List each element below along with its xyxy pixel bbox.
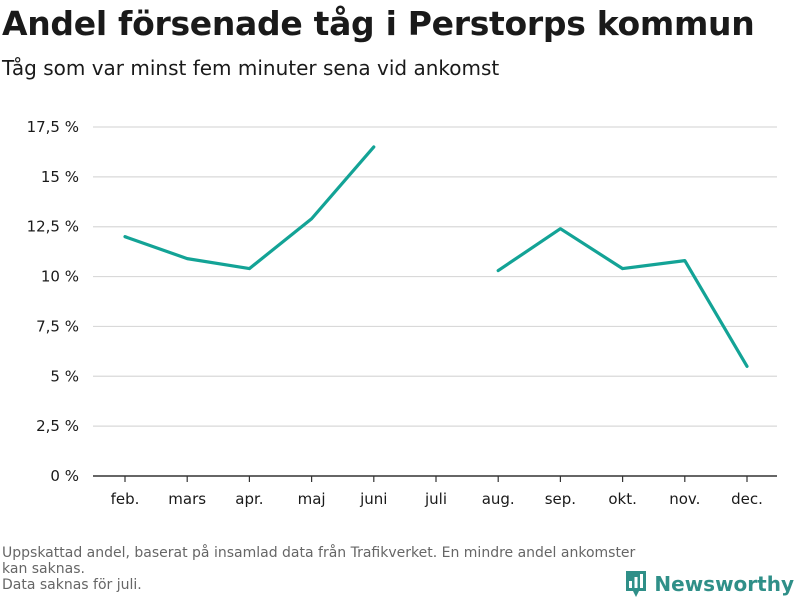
x-tick-label: okt. <box>608 490 637 508</box>
x-tick-label: juli <box>424 490 447 508</box>
x-tick-label: feb. <box>111 490 140 508</box>
y-tick-label: 7,5 % <box>36 317 79 335</box>
x-tick-label: nov. <box>669 490 700 508</box>
brand-logo[interactable]: Newsworthy <box>624 568 794 600</box>
x-axis-tick-labels: feb. mars apr. maj juni juli aug. sep. okt. nov. d… <box>111 490 763 508</box>
x-tick-label: dec. <box>731 490 763 508</box>
x-tick-label: juni <box>359 490 387 508</box>
x-tick-label: apr. <box>235 490 263 508</box>
brand-name: Newsworthy <box>654 572 794 596</box>
x-tick-label: mars <box>168 490 206 508</box>
y-tick-label: 10 % <box>41 268 79 286</box>
y-tick-label: 12,5 % <box>27 218 79 236</box>
y-axis-tick-labels: 0 % 2,5 % 5 % 7,5 % 10 % 12,5 % 15 % 17,5 % <box>27 118 79 485</box>
y-tick-label: 15 % <box>41 168 79 186</box>
x-tick-label: maj <box>298 490 326 508</box>
x-tick-label: aug. <box>482 490 515 508</box>
series-line-segment <box>123 145 376 271</box>
y-tick-label: 17,5 % <box>27 118 79 136</box>
series-line-segment <box>496 227 749 368</box>
x-tick-label: sep. <box>545 490 576 508</box>
grid-lines <box>93 126 777 427</box>
y-tick-label: 0 % <box>50 467 79 485</box>
y-tick-label: 2,5 % <box>36 417 79 435</box>
y-tick-label: 5 % <box>50 367 79 385</box>
bar-chart-logo-icon <box>626 571 647 597</box>
x-axis <box>93 475 777 482</box>
footnote-missing-data: Data saknas för juli. <box>2 577 142 593</box>
series-lines <box>123 145 749 368</box>
footnote-method: Uppskattad andel, baserat på insamlad da… <box>2 545 636 577</box>
footnotes: Uppskattad andel, baserat på insamlad da… <box>2 545 642 593</box>
chart-subtitle: Tåg som var minst fem minuter sena vid a… <box>2 56 500 80</box>
chart-title: Andel försenade tåg i Perstorps kommun <box>2 4 755 43</box>
